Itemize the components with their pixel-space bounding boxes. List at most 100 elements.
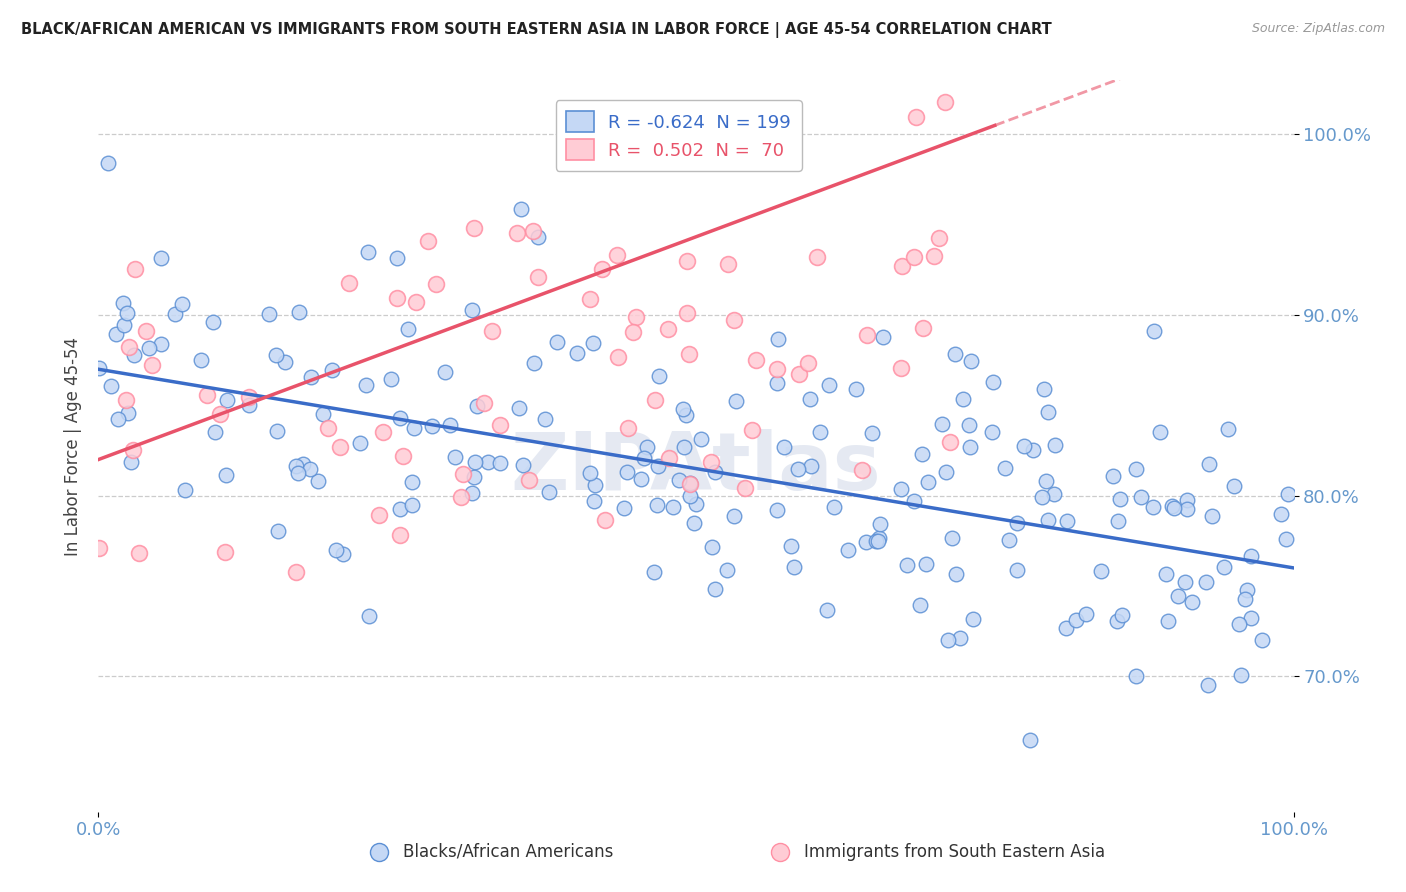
Point xyxy=(959,354,981,368)
Point xyxy=(204,425,226,439)
Point xyxy=(787,367,810,381)
Point xyxy=(903,493,925,508)
Point xyxy=(461,486,484,500)
Point xyxy=(890,483,912,497)
Point xyxy=(636,440,658,454)
Point xyxy=(860,425,883,440)
Point xyxy=(1035,475,1057,489)
Point xyxy=(444,450,467,465)
Point xyxy=(817,377,839,392)
Point xyxy=(797,355,820,369)
Point xyxy=(517,473,540,487)
Point xyxy=(267,524,290,538)
Point xyxy=(284,566,307,580)
Point xyxy=(389,502,412,516)
Point xyxy=(591,262,613,277)
Point xyxy=(567,346,589,360)
Point xyxy=(349,436,371,450)
Point xyxy=(318,421,340,435)
Point xyxy=(512,458,534,472)
Point xyxy=(115,392,138,407)
Point xyxy=(981,425,1004,440)
Point xyxy=(1014,439,1036,453)
Point xyxy=(935,465,957,479)
Legend: R = -0.624  N = 199, R =  0.502  N =  70: R = -0.624 N = 199, R = 0.502 N = 70 xyxy=(555,100,801,171)
Point xyxy=(451,467,474,481)
Point xyxy=(173,483,195,497)
Point xyxy=(657,322,679,336)
Point xyxy=(661,500,683,515)
Point xyxy=(931,417,953,431)
Point xyxy=(934,95,956,110)
Text: BLACK/AFRICAN AMERICAN VS IMMIGRANTS FROM SOUTH EASTERN ASIA IN LABOR FORCE | AG: BLACK/AFRICAN AMERICAN VS IMMIGRANTS FRO… xyxy=(21,22,1052,38)
Point xyxy=(332,547,354,561)
Point xyxy=(766,332,789,346)
Point xyxy=(117,406,139,420)
Point xyxy=(724,394,747,409)
Point xyxy=(1143,324,1166,338)
Point xyxy=(648,368,671,383)
Text: Source: ZipAtlas.com: Source: ZipAtlas.com xyxy=(1251,22,1385,36)
Point xyxy=(1198,457,1220,471)
Point xyxy=(1240,549,1263,564)
Point xyxy=(307,474,329,488)
Point xyxy=(510,202,533,216)
Point xyxy=(190,352,212,367)
Point xyxy=(865,533,887,548)
Point xyxy=(1022,442,1045,457)
Point xyxy=(679,476,702,491)
Point xyxy=(1066,614,1088,628)
Point xyxy=(1236,583,1258,598)
Point xyxy=(616,465,638,479)
Point xyxy=(1142,500,1164,514)
Point xyxy=(477,454,499,468)
Point xyxy=(1157,614,1180,628)
Point xyxy=(321,363,343,377)
Point xyxy=(284,459,307,474)
Point xyxy=(506,227,529,241)
Point xyxy=(578,292,600,306)
Point xyxy=(994,460,1017,475)
Point xyxy=(439,417,461,432)
Point xyxy=(463,221,485,235)
Point xyxy=(534,411,557,425)
Point xyxy=(911,447,934,461)
Point xyxy=(668,473,690,487)
Point xyxy=(936,633,959,648)
Point xyxy=(1125,462,1147,476)
Point xyxy=(371,425,394,440)
Point xyxy=(1125,669,1147,683)
Point xyxy=(723,312,745,326)
Point xyxy=(904,110,927,124)
Point xyxy=(97,156,120,170)
Point xyxy=(387,291,409,305)
Point xyxy=(700,541,723,555)
Point xyxy=(489,417,512,432)
Point xyxy=(716,563,738,577)
Point xyxy=(380,372,402,386)
Point xyxy=(526,270,548,285)
Point xyxy=(823,500,845,515)
Point xyxy=(523,356,546,370)
Point xyxy=(274,355,297,369)
Point xyxy=(734,481,756,495)
Point xyxy=(675,408,697,422)
Point xyxy=(170,297,193,311)
Point xyxy=(522,224,544,238)
Text: Immigrants from South Eastern Asia: Immigrants from South Eastern Asia xyxy=(804,843,1105,861)
Point xyxy=(633,451,655,466)
Point xyxy=(107,412,129,426)
Point xyxy=(128,546,150,560)
Y-axis label: In Labor Force | Age 45-54: In Labor Force | Age 45-54 xyxy=(63,336,82,556)
Point xyxy=(385,251,408,265)
Point xyxy=(215,392,238,407)
Point xyxy=(1101,469,1123,483)
Point xyxy=(896,558,918,572)
Point xyxy=(579,466,602,480)
Point xyxy=(287,467,309,481)
Point xyxy=(1036,405,1059,419)
Point xyxy=(472,396,495,410)
Point xyxy=(465,400,488,414)
Point xyxy=(685,497,707,511)
Point xyxy=(1175,492,1198,507)
